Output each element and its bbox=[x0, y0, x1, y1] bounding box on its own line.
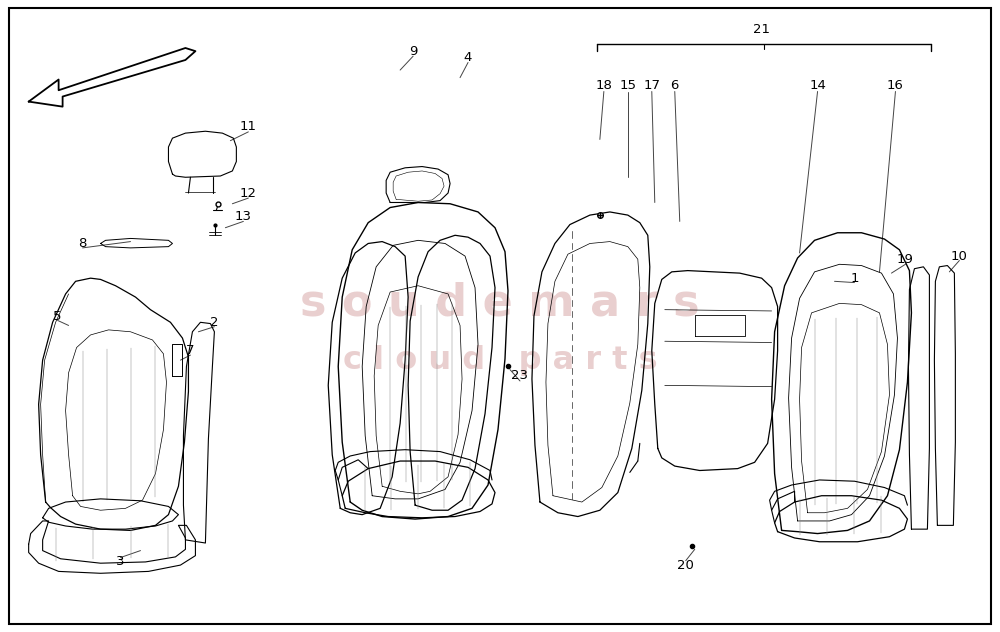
Text: 3: 3 bbox=[116, 556, 125, 568]
Text: 5: 5 bbox=[53, 310, 62, 322]
Text: 10: 10 bbox=[951, 250, 968, 262]
Text: 15: 15 bbox=[619, 79, 636, 92]
Text: 16: 16 bbox=[887, 80, 904, 92]
Text: 18: 18 bbox=[595, 79, 612, 92]
Text: 2: 2 bbox=[210, 316, 219, 329]
Text: 20: 20 bbox=[677, 559, 694, 571]
Text: 17: 17 bbox=[643, 79, 660, 92]
Text: 6: 6 bbox=[671, 80, 679, 92]
Text: 11: 11 bbox=[240, 120, 257, 133]
Text: 7: 7 bbox=[186, 344, 195, 357]
Text: 21: 21 bbox=[753, 23, 770, 35]
Text: 14: 14 bbox=[809, 80, 826, 92]
Text: 13: 13 bbox=[235, 210, 252, 223]
Text: 12: 12 bbox=[240, 186, 257, 200]
Text: 1: 1 bbox=[850, 272, 859, 284]
Text: s o u d e m a r s: s o u d e m a r s bbox=[300, 282, 700, 325]
Text: 23: 23 bbox=[511, 370, 528, 382]
Text: 9: 9 bbox=[409, 45, 417, 58]
Text: 4: 4 bbox=[464, 51, 472, 64]
Text: c l o u d   p a r t s: c l o u d p a r t s bbox=[343, 344, 657, 375]
Text: 19: 19 bbox=[897, 253, 914, 265]
Text: 8: 8 bbox=[78, 237, 87, 250]
